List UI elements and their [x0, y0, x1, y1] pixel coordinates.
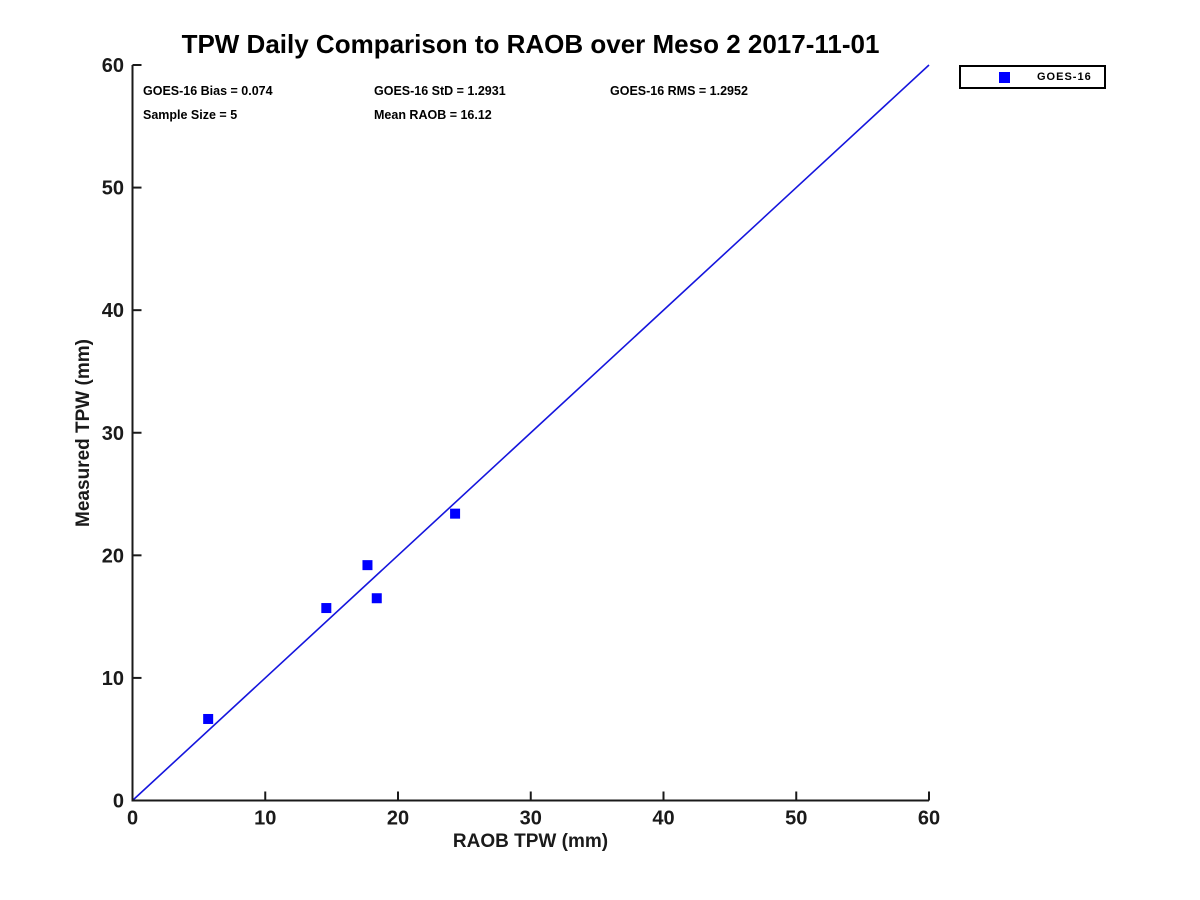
x-tick-label: 20: [387, 808, 409, 830]
x-tick-label: 10: [254, 808, 276, 830]
chart-title: TPW Daily Comparison to RAOB over Meso 2…: [181, 29, 880, 59]
stat-rms: GOES-16 RMS = 1.2952: [610, 84, 748, 98]
legend-box: GOES-16: [959, 65, 1106, 89]
y-tick-label: 10: [102, 668, 124, 690]
y-axis-label: Measured TPW (mm): [73, 339, 94, 527]
stat-mean-raob: Mean RAOB = 16.12: [374, 108, 492, 122]
stat-bias: GOES-16 Bias = 0.074: [143, 84, 273, 98]
legend-marker-icon: [999, 71, 1010, 83]
x-tick-label: 50: [785, 808, 807, 830]
data-point-marker: [371, 593, 382, 604]
legend-label: GOES-16: [1037, 71, 1092, 83]
y-tick-label: 40: [102, 300, 124, 322]
x-tick-label: 30: [520, 808, 542, 830]
data-point-marker: [450, 508, 461, 519]
y-tick-label: 20: [102, 545, 124, 567]
y-tick-label: 30: [102, 423, 124, 445]
data-point-marker: [362, 560, 373, 571]
y-tick-label: 60: [102, 55, 124, 77]
x-tick-label: 0: [127, 808, 138, 830]
data-point-marker: [203, 713, 214, 724]
x-tick-label: 40: [652, 808, 674, 830]
x-tick-label: 60: [918, 808, 940, 830]
data-point-marker: [321, 603, 332, 614]
y-tick-label: 0: [113, 791, 124, 813]
identity-line: [131, 64, 930, 802]
x-axis-label: RAOB TPW (mm): [452, 831, 609, 852]
stat-std: GOES-16 StD = 1.2931: [374, 84, 506, 98]
stat-sample-size: Sample Size = 5: [143, 108, 238, 122]
y-tick-label: 50: [102, 178, 124, 200]
